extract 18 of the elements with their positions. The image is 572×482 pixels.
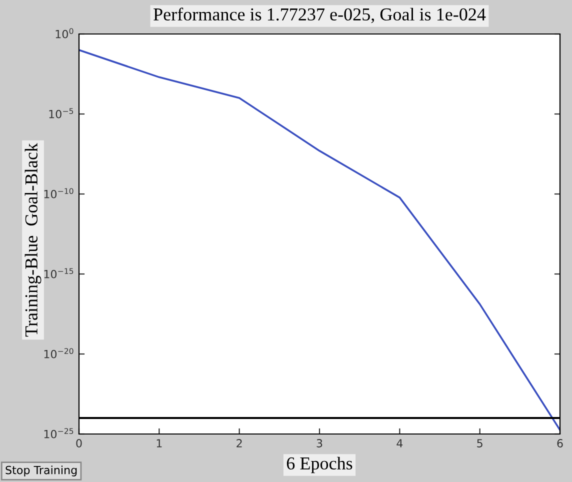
y-tick-label: 10$^{−15}$	[44, 268, 74, 278]
y-tick-label: 10$^{−20}$	[44, 348, 74, 358]
x-axis-title: 6 Epochs	[286, 456, 352, 474]
x-tick-label: 2	[236, 439, 242, 448]
line-series	[79, 49, 560, 431]
x-tick-label: 1	[156, 439, 162, 448]
text: Stop Training	[6, 466, 77, 476]
x-tick-label: 5	[477, 439, 482, 448]
x-tick-label: 6	[557, 439, 563, 448]
y-axis-title: Training-Blue Goal-Black	[24, 143, 42, 337]
chart-title: Performance is 1.77237 e-025, Goal is 1e-024	[154, 8, 486, 24]
y-tick-label: 10$^{−25}$	[44, 428, 74, 438]
x-tick-label: 0	[76, 439, 82, 448]
y-tick-label: 10$^{−10}$	[44, 188, 74, 198]
y-tick-label: 10$^{−5}$	[49, 108, 74, 118]
y-tick-label: 10$^{0}$	[56, 28, 74, 38]
x-tick-label: 4	[396, 439, 403, 448]
x-tick-label: 3	[316, 439, 322, 448]
